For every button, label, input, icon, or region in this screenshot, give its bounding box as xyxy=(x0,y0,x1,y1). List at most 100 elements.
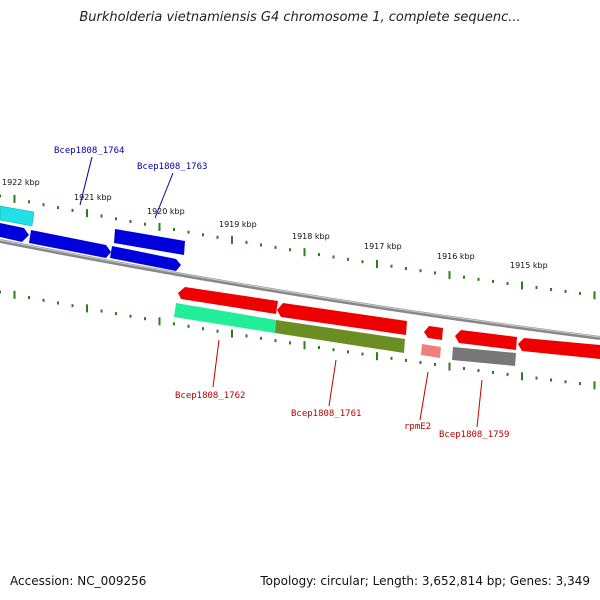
major-tick xyxy=(521,281,523,290)
gene-labels: Bcep1808_1764 Bcep1808_1763 Bcep1808_176… xyxy=(54,146,509,440)
minor-tick xyxy=(463,275,465,279)
major-tick xyxy=(303,341,306,350)
minor-tick xyxy=(202,327,204,331)
minor-tick xyxy=(115,217,117,221)
tick-label: 1916 kbp xyxy=(437,252,475,261)
minor-tick xyxy=(100,309,103,313)
minor-tick xyxy=(434,363,436,366)
gene-feature-blue-a[interactable] xyxy=(0,223,29,242)
gene-feature-bcep1808-1763[interactable] xyxy=(114,229,185,255)
minor-tick xyxy=(57,206,59,210)
minor-tick xyxy=(173,228,175,231)
tick-label: 1921 kbp xyxy=(74,193,112,202)
minor-tick xyxy=(187,230,190,234)
minor-tick xyxy=(361,352,364,356)
minor-tick xyxy=(42,298,45,302)
minor-tick xyxy=(463,367,465,370)
minor-tick xyxy=(274,245,277,249)
minor-tick xyxy=(289,248,291,252)
gene-feature-red-c[interactable] xyxy=(455,330,517,350)
minor-tick xyxy=(390,356,393,360)
minor-tick xyxy=(347,257,349,261)
minor-tick xyxy=(115,312,117,316)
forward-features xyxy=(0,205,185,271)
minor-tick xyxy=(405,267,407,270)
minor-tick xyxy=(289,341,291,345)
reverse-features xyxy=(174,287,600,366)
minor-tick xyxy=(361,260,364,264)
minor-tick xyxy=(579,291,581,295)
gene-feature-red-d[interactable] xyxy=(518,338,600,359)
gene-feature-cyan[interactable] xyxy=(0,205,35,227)
major-tick xyxy=(593,381,596,390)
minor-tick xyxy=(71,304,74,308)
minor-tick xyxy=(71,208,74,212)
minor-tick xyxy=(245,240,248,244)
minor-tick xyxy=(202,233,204,237)
major-tick xyxy=(231,235,233,244)
minor-tick xyxy=(550,378,552,382)
minor-tick xyxy=(57,301,59,305)
minor-tick xyxy=(0,290,1,294)
gene-label-bcep1808-1764[interactable]: Bcep1808_1764 xyxy=(54,146,124,156)
major-tick xyxy=(303,248,306,257)
gene-label-bcep1808-1763[interactable]: Bcep1808_1763 xyxy=(137,162,207,172)
minor-tick xyxy=(564,380,567,384)
minor-tick xyxy=(332,348,335,352)
gene-feature-rpmE2[interactable] xyxy=(421,344,441,358)
tick-label: 1918 kbp xyxy=(292,232,330,241)
minor-tick xyxy=(405,358,407,362)
major-tick xyxy=(13,290,16,299)
minor-tick xyxy=(216,235,219,239)
gene-feature-red-a[interactable] xyxy=(178,287,278,314)
minor-tick xyxy=(129,314,132,318)
gene-feature-bcep1808-1759[interactable] xyxy=(452,347,516,366)
gene-feature-bcep1808-1764[interactable] xyxy=(110,246,181,271)
tick-label: 1920 kbp xyxy=(147,207,185,216)
minor-tick xyxy=(318,253,320,257)
minor-tick xyxy=(260,336,262,340)
major-tick xyxy=(448,271,451,280)
tick-label: 1922 kbp xyxy=(2,178,40,187)
minor-tick xyxy=(28,200,30,204)
gene-label-rpmE2[interactable]: rpmE2 xyxy=(404,422,431,432)
gene-feature-red-small[interactable] xyxy=(424,326,443,340)
minor-tick xyxy=(216,329,219,333)
minor-tick xyxy=(187,324,190,328)
minor-tick xyxy=(245,334,248,338)
minor-tick xyxy=(477,369,480,372)
label-leaders xyxy=(79,156,483,428)
gene-feature-bcep1808-1761[interactable] xyxy=(275,320,405,353)
gene-label-bcep1808-1761[interactable]: Bcep1808_1761 xyxy=(291,409,361,419)
minor-tick xyxy=(144,222,146,226)
gene-label-bcep1808-1762[interactable]: Bcep1808_1762 xyxy=(175,391,245,401)
tick-label: 1915 kbp xyxy=(510,261,548,270)
minor-tick xyxy=(332,255,335,259)
minor-tick xyxy=(274,339,277,343)
gene-feature-blue-b[interactable] xyxy=(29,230,111,258)
minor-tick xyxy=(100,214,103,218)
minor-tick xyxy=(579,382,581,386)
minor-tick xyxy=(390,264,393,268)
minor-tick xyxy=(506,372,509,376)
major-tick xyxy=(86,209,88,218)
gene-label-bcep1808-1759[interactable]: Bcep1808_1759 xyxy=(439,430,509,440)
minor-tick xyxy=(506,282,509,285)
minor-tick xyxy=(173,322,175,326)
minor-tick xyxy=(260,243,262,247)
accession-text: Accession: NC_009256 xyxy=(10,574,147,588)
gene-feature-red-b[interactable] xyxy=(277,303,407,335)
genome-summary-text: Topology: circular; Length: 3,652,814 bp… xyxy=(260,574,590,588)
minor-tick xyxy=(564,289,567,293)
major-tick xyxy=(376,260,378,268)
major-tick xyxy=(231,329,233,338)
gene-feature-bcep1808-1762[interactable] xyxy=(174,303,276,333)
minor-tick xyxy=(477,277,480,281)
major-tick xyxy=(593,291,596,300)
major-tick xyxy=(448,362,451,371)
major-tick xyxy=(376,352,378,361)
minor-tick xyxy=(347,350,349,354)
upper-tick-ring xyxy=(0,194,596,300)
tick-labels: 1922 kbp 1921 kbp 1920 kbp 1919 kbp 1918… xyxy=(2,178,548,270)
